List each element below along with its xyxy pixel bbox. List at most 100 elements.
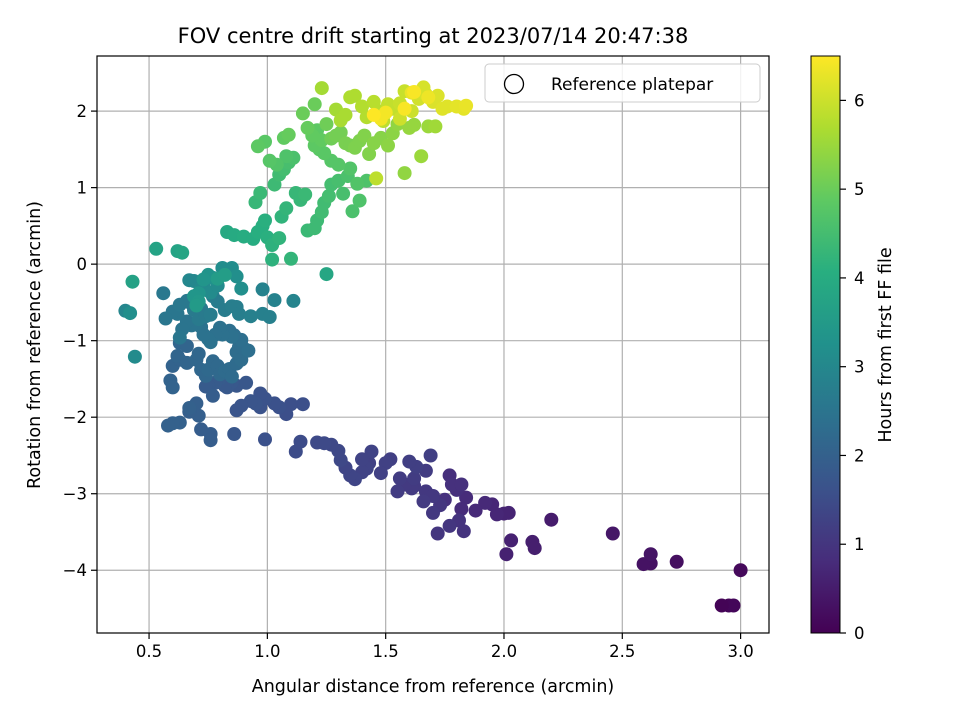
data-point	[362, 147, 377, 161]
data-point	[397, 101, 412, 116]
data-point	[416, 494, 431, 509]
data-point	[288, 444, 303, 459]
data-point	[250, 139, 265, 154]
data-point	[319, 267, 334, 282]
data-point	[468, 503, 483, 518]
data-point	[456, 524, 471, 539]
data-point	[454, 502, 469, 516]
data-point	[203, 433, 218, 448]
colorbar: 0 1 2 3 4 5 6 Hours from first FF file	[810, 55, 896, 643]
data-point	[255, 282, 270, 297]
data-point	[364, 444, 379, 459]
data-point	[347, 88, 362, 103]
data-point	[158, 311, 173, 326]
data-point	[402, 454, 417, 469]
data-point	[350, 176, 365, 191]
data-point	[378, 105, 393, 120]
data-point	[430, 526, 445, 541]
data-point	[284, 251, 298, 266]
data-point	[459, 98, 474, 113]
data-point	[123, 306, 138, 321]
y-tick-label: 0	[77, 255, 88, 274]
colorbar-tick-label: 0	[854, 624, 865, 643]
data-point	[459, 490, 474, 505]
data-point	[175, 245, 190, 260]
grid-lines	[97, 56, 769, 633]
data-point	[421, 90, 436, 105]
colorbar-label: Hours from first FF file	[876, 247, 896, 442]
data-point	[442, 518, 457, 533]
data-point	[224, 369, 239, 384]
data-point	[161, 418, 175, 433]
data-point	[357, 128, 372, 143]
plot-frame	[96, 55, 770, 634]
data-point	[314, 81, 329, 96]
data-point	[333, 125, 348, 140]
data-point	[310, 435, 325, 450]
data-point	[669, 554, 684, 569]
data-point	[243, 309, 258, 324]
data-point	[454, 477, 469, 492]
data-point	[156, 286, 171, 301]
colorbar-tick-label: 4	[854, 269, 865, 288]
data-point	[321, 189, 336, 203]
data-point	[262, 310, 277, 324]
data-point	[300, 120, 315, 135]
data-point	[343, 161, 358, 176]
colorbar-tick-label: 6	[854, 91, 865, 110]
y-tick-label: −1	[63, 332, 87, 351]
data-point	[397, 166, 412, 181]
data-point	[369, 171, 384, 186]
data-point	[196, 272, 211, 287]
data-point	[407, 471, 422, 486]
data-point	[298, 187, 313, 202]
scatter-points	[118, 80, 748, 613]
colorbar-ticks: 0 1 2 3 4 5 6	[840, 91, 865, 643]
data-point	[267, 293, 282, 308]
data-point	[258, 432, 272, 447]
y-axis-label: Rotation from reference (arcmin)	[25, 201, 45, 489]
data-point	[295, 106, 310, 121]
x-tick-label: 2.0	[491, 642, 517, 661]
data-point	[428, 119, 443, 134]
data-point	[338, 107, 353, 122]
data-point	[643, 547, 658, 562]
data-point	[258, 213, 272, 228]
data-point	[527, 541, 542, 556]
data-point	[714, 598, 729, 613]
data-point	[319, 117, 334, 132]
data-point	[239, 375, 254, 390]
data-point	[426, 505, 440, 520]
data-point	[253, 186, 268, 200]
data-point	[726, 598, 741, 613]
data-point	[345, 204, 360, 219]
x-tick-label: 1.0	[254, 642, 280, 661]
colorbar-tick-label: 5	[854, 180, 865, 199]
data-point	[295, 397, 310, 412]
data-point	[241, 343, 256, 358]
data-point	[149, 241, 164, 256]
data-point	[229, 269, 244, 284]
colorbar-tick-label: 1	[854, 535, 865, 554]
y-axis: −4 −3 −2 −1 0 1 2	[63, 102, 97, 580]
data-point	[414, 149, 429, 164]
data-point	[234, 281, 249, 296]
x-axis-label: Angular distance from reference (arcmin)	[252, 677, 615, 697]
y-tick-label: 1	[77, 179, 88, 198]
data-point	[499, 547, 514, 562]
data-point	[307, 97, 322, 112]
data-point	[544, 512, 559, 527]
y-tick-label: −2	[63, 408, 87, 427]
data-point	[227, 427, 242, 441]
data-point	[352, 193, 367, 208]
data-point	[478, 495, 493, 510]
data-point	[232, 306, 246, 321]
data-point	[423, 448, 438, 463]
data-point	[265, 252, 280, 267]
data-point	[504, 533, 519, 548]
legend-marker-icon	[503, 73, 525, 95]
data-point	[272, 231, 287, 246]
colorbar-tick-label: 3	[854, 358, 865, 377]
data-point	[189, 298, 204, 313]
